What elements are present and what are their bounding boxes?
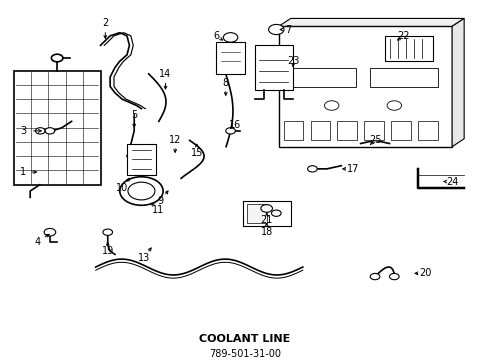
Text: 789-501-31-00: 789-501-31-00 xyxy=(209,350,281,359)
Bar xyxy=(216,42,245,74)
Text: 5: 5 xyxy=(131,110,137,120)
Text: 12: 12 xyxy=(169,135,181,145)
Bar xyxy=(392,121,411,140)
Text: COOLANT LINE: COOLANT LINE xyxy=(199,334,291,343)
Text: 23: 23 xyxy=(287,56,299,66)
Bar xyxy=(385,36,433,61)
Bar xyxy=(255,45,293,90)
Text: 6: 6 xyxy=(213,31,219,41)
Circle shape xyxy=(44,228,56,236)
Circle shape xyxy=(45,128,55,134)
Text: 14: 14 xyxy=(159,69,171,79)
Bar xyxy=(247,204,267,223)
Bar xyxy=(418,121,438,140)
Circle shape xyxy=(261,204,272,212)
Circle shape xyxy=(128,182,155,200)
Text: 4: 4 xyxy=(35,237,41,247)
Circle shape xyxy=(390,273,399,280)
Text: 21: 21 xyxy=(261,215,273,225)
Circle shape xyxy=(226,128,235,134)
Bar xyxy=(338,121,357,140)
Text: 10: 10 xyxy=(116,183,128,193)
Polygon shape xyxy=(279,18,464,26)
Circle shape xyxy=(51,54,63,62)
Circle shape xyxy=(370,273,380,280)
Text: 11: 11 xyxy=(152,205,165,215)
Circle shape xyxy=(324,101,339,110)
Circle shape xyxy=(103,229,113,235)
Circle shape xyxy=(120,177,163,205)
Circle shape xyxy=(35,128,45,134)
Circle shape xyxy=(269,24,284,35)
Bar xyxy=(311,121,330,140)
Bar xyxy=(14,71,100,185)
Bar xyxy=(365,121,384,140)
Bar xyxy=(127,144,156,175)
Text: 16: 16 xyxy=(229,120,242,130)
Text: 2: 2 xyxy=(102,18,108,28)
Circle shape xyxy=(271,210,281,216)
Text: 13: 13 xyxy=(138,253,150,262)
Text: 9: 9 xyxy=(158,195,164,206)
Text: 24: 24 xyxy=(446,176,458,186)
Text: 15: 15 xyxy=(191,148,203,158)
Bar xyxy=(284,121,303,140)
Circle shape xyxy=(308,166,317,172)
Bar xyxy=(279,26,452,147)
Text: 19: 19 xyxy=(101,246,114,256)
Text: 8: 8 xyxy=(222,78,229,88)
Polygon shape xyxy=(452,18,464,147)
Text: 3: 3 xyxy=(21,126,26,136)
Circle shape xyxy=(387,101,401,110)
Bar xyxy=(243,201,291,226)
Text: 20: 20 xyxy=(419,268,432,278)
Circle shape xyxy=(223,33,238,42)
Bar xyxy=(288,68,356,86)
Text: 1: 1 xyxy=(21,167,26,177)
Text: 7: 7 xyxy=(285,24,292,35)
Text: 17: 17 xyxy=(347,164,360,174)
Bar xyxy=(370,68,438,86)
Text: 22: 22 xyxy=(398,31,410,41)
Text: 25: 25 xyxy=(369,135,381,145)
Text: 18: 18 xyxy=(261,227,273,237)
